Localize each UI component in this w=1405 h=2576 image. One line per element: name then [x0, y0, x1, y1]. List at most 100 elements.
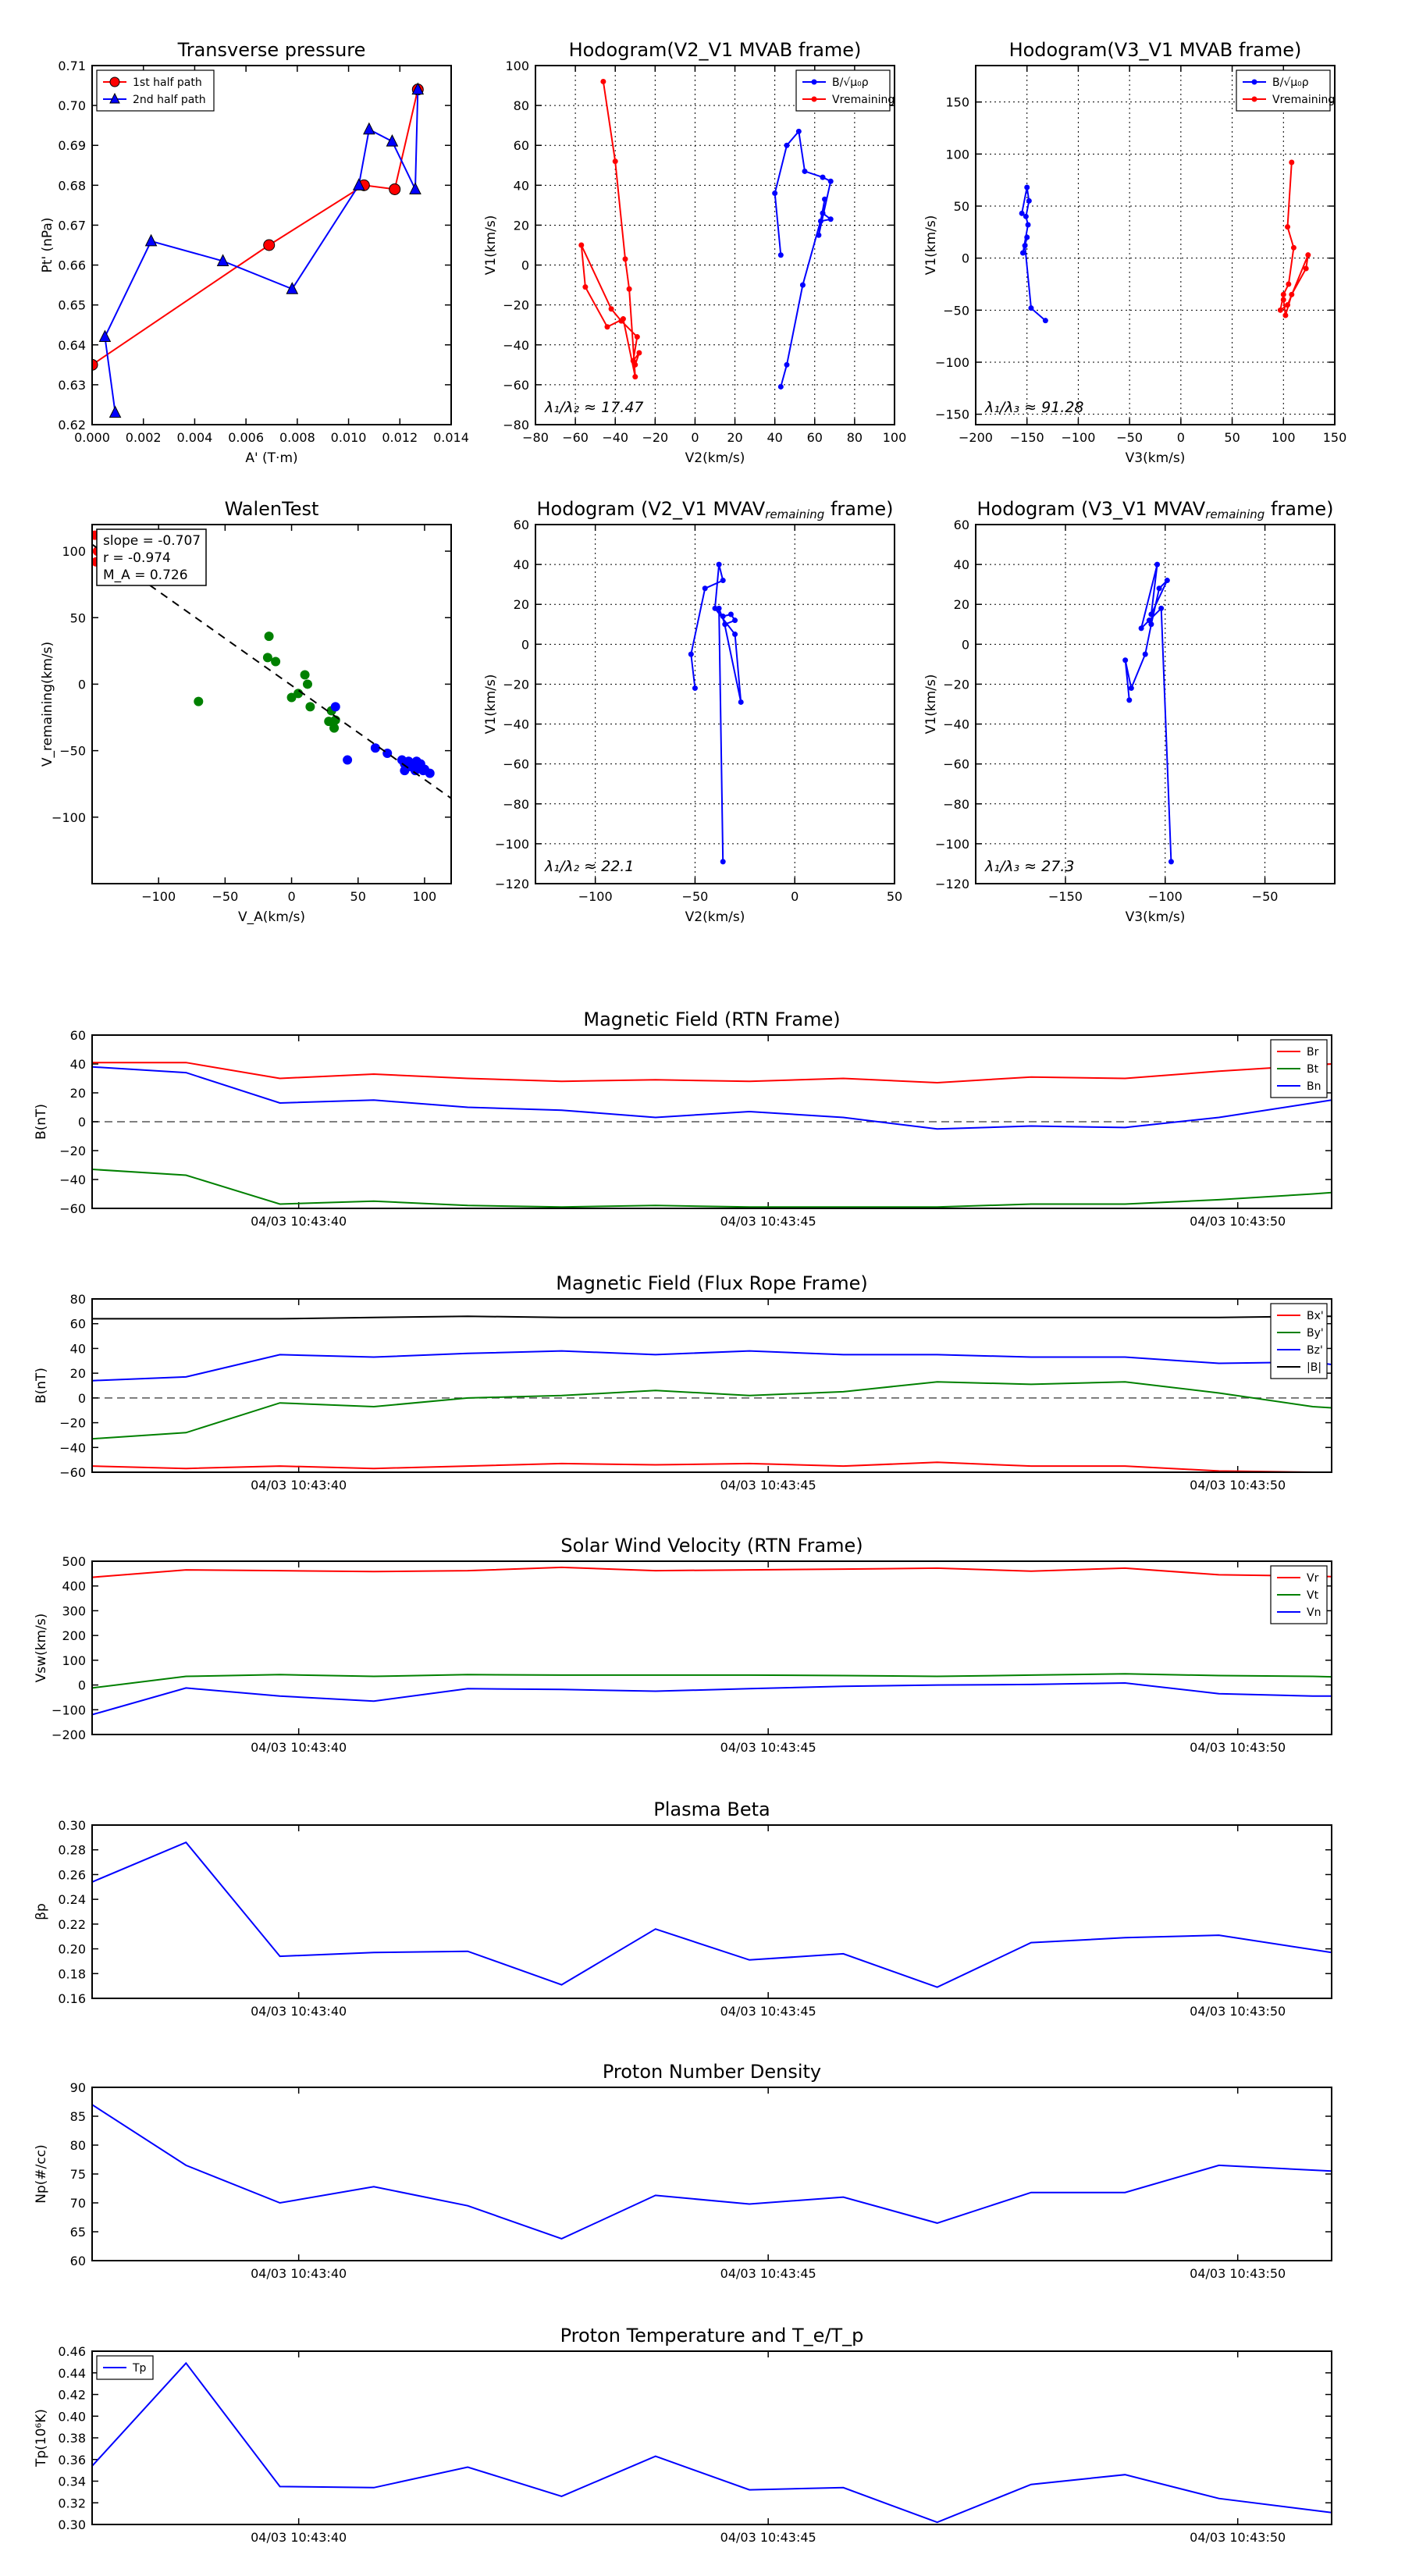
series-point: [692, 685, 698, 692]
x-tick-label: 04/03 10:43:50: [1190, 2530, 1286, 2545]
x-tick-label: 100: [413, 889, 437, 904]
y-tick-label: −80: [503, 797, 529, 812]
y-tick-label: −100: [495, 837, 529, 852]
series-point: [352, 178, 365, 190]
chart-walen: WalenTest −100 −50 0 50 100 −100 −50 0 50 100 V_A(k…: [40, 498, 452, 925]
plot-area: [1122, 561, 1174, 865]
series-line-0: [92, 2104, 1332, 2240]
legend: Tp: [96, 2355, 154, 2380]
y-tick-label: 0.18: [58, 1966, 86, 1981]
y-tick-label: 0.70: [58, 98, 86, 113]
y-tick-label: 0.46: [58, 2344, 86, 2359]
y-tick-label: 0: [78, 1115, 86, 1130]
title-main: Hodogram (V2_V1 MVAV: [537, 498, 766, 520]
axes-frame: [91, 1298, 1332, 1473]
series-point: [1286, 281, 1292, 287]
y-tick-label: 80: [70, 2138, 86, 2153]
y-tick-label: 60: [514, 138, 529, 153]
x-tick-label: 04/03 10:43:45: [720, 1214, 816, 1229]
series-point: [600, 78, 606, 84]
y-tick-label: −50: [943, 303, 969, 318]
legend-label: B/√μ₀ρ: [1272, 76, 1309, 89]
y-tick-label: 0.28: [58, 1843, 86, 1858]
series-line-1: [92, 1673, 1332, 1689]
series-line-1: [92, 1169, 1332, 1208]
y-tick-label: 0.24: [58, 1892, 86, 1907]
series-point: [578, 242, 585, 248]
series-point: [411, 82, 425, 95]
series-point: [1025, 222, 1031, 228]
scatter-point: [406, 762, 416, 772]
series-line-3: [92, 1315, 1332, 1320]
y-tick-label: 0.67: [58, 218, 86, 233]
series-point: [1277, 307, 1283, 313]
axes-frame: [535, 524, 895, 884]
plot-area: [92, 1315, 1332, 1472]
series-point: [1024, 184, 1030, 190]
series-point: [777, 252, 784, 258]
y-tick-label: 150: [945, 95, 969, 110]
legend-marker: [811, 79, 817, 85]
y-tick-label: 0.62: [58, 418, 86, 432]
series-point: [784, 142, 790, 148]
y-tick-label: −120: [935, 877, 969, 891]
plot-area: [1019, 159, 1311, 324]
axes-frame: [975, 524, 1336, 884]
y-tick-label: 0.44: [58, 2366, 86, 2381]
y-tick-label: 70: [70, 2196, 86, 2211]
title-end: frame): [824, 498, 893, 520]
series-point: [1290, 244, 1297, 251]
series-point: [263, 239, 276, 251]
y-tick-label: −100: [935, 837, 969, 852]
series-point: [817, 218, 823, 224]
legend-label: Br: [1307, 1046, 1319, 1059]
x-tick-label: 04/03 10:43:45: [720, 2266, 816, 2281]
series-point: [409, 182, 422, 194]
series-point: [1019, 250, 1026, 256]
axes-frame: [535, 65, 895, 425]
y-tick-label: 0: [521, 258, 529, 273]
x-tick-label: −80: [522, 430, 549, 445]
series-point: [738, 699, 744, 705]
y-tick-label: −60: [503, 757, 529, 772]
y-tick-label: 50: [70, 610, 86, 625]
legend-label: Bx': [1307, 1310, 1324, 1322]
chart-title: Magnetic Field (Flux Rope Frame): [556, 1272, 867, 1294]
x-tick-label: 04/03 10:43:45: [720, 1740, 816, 1755]
y-tick-label: 50: [954, 199, 969, 214]
y-tick-label: 0.66: [58, 258, 86, 273]
chart-title: Plasma Beta: [653, 1799, 770, 1820]
y-tick-label: −150: [935, 407, 969, 422]
y-tick-label: −40: [943, 717, 969, 732]
legend: Br Bt Bn: [1270, 1039, 1328, 1098]
y-tick-label: −100: [52, 1703, 86, 1717]
eigen-ratio-annotation: λ₁/λ₂ ≈ 22.1: [544, 858, 634, 875]
series-point: [1282, 312, 1289, 318]
series-point: [604, 324, 610, 330]
series-point: [716, 561, 722, 568]
legend-label: Tp: [132, 2362, 147, 2375]
y-tick-label: 85: [70, 2109, 86, 2124]
chart-title: Proton Temperature and T_e/T_p: [560, 2325, 864, 2347]
y-tick-label: 90: [70, 2080, 86, 2095]
legend-label: Vremaining: [832, 94, 895, 106]
series-point: [1154, 561, 1161, 568]
x-axis-label: V3(km/s): [1126, 909, 1186, 925]
x-tick-label: −100: [1061, 430, 1095, 445]
chart-np: Proton Number Density 04/03 10:43:40 04/03…: [34, 2061, 1332, 2281]
x-tick-label: −200: [959, 430, 993, 445]
eigen-ratio-annotation: λ₁/λ₃ ≈ 91.28: [984, 399, 1084, 416]
series-point: [108, 405, 122, 418]
axes-frame: [91, 2350, 1332, 2525]
walen-stat: M_A = 0.726: [103, 568, 188, 583]
series-point: [716, 605, 722, 611]
legend: B/√μ₀ρ Vremaining: [795, 69, 895, 112]
y-tick-label: 60: [70, 2254, 86, 2268]
series-point: [802, 168, 808, 174]
scatter-point: [264, 632, 274, 642]
chart-title: Transverse pressure: [177, 39, 366, 61]
series-point: [632, 374, 638, 380]
x-tick-label: 04/03 10:43:40: [251, 1740, 347, 1755]
y-tick-label: 0.20: [58, 1942, 86, 1957]
